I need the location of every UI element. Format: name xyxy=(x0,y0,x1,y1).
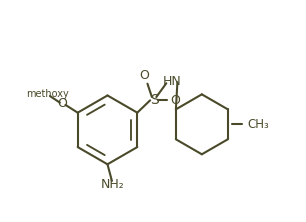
Text: O: O xyxy=(139,69,149,82)
Text: NH₂: NH₂ xyxy=(101,178,125,191)
Text: CH₃: CH₃ xyxy=(247,118,269,131)
Text: O: O xyxy=(170,94,180,107)
Text: S: S xyxy=(150,93,159,107)
Text: O: O xyxy=(57,97,67,110)
Text: methoxy: methoxy xyxy=(26,89,69,99)
Text: HN: HN xyxy=(162,75,181,87)
